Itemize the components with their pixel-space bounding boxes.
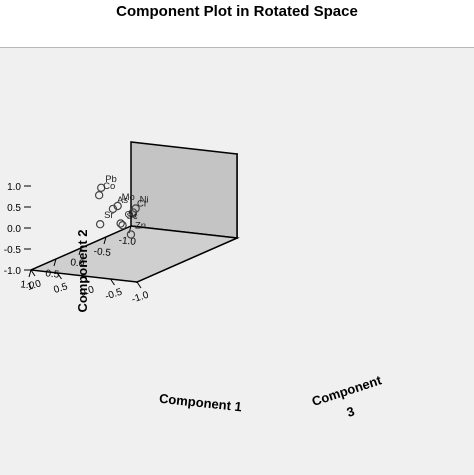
y-axis-label: Component 2 bbox=[75, 229, 90, 312]
x-axis-label: Component 1 bbox=[158, 391, 242, 415]
data-point bbox=[118, 220, 127, 230]
point-label: Sr bbox=[104, 210, 114, 221]
x-tick-mark bbox=[128, 225, 132, 234]
point-label: Cu bbox=[125, 210, 137, 221]
point-label: Cr bbox=[137, 198, 147, 209]
x-tick-mark bbox=[53, 258, 57, 267]
point-label: Sc bbox=[127, 211, 138, 222]
x-tick-mark bbox=[78, 247, 82, 256]
data-point bbox=[95, 219, 105, 229]
x-tick-label: -0.5 bbox=[93, 246, 112, 259]
z-axis-label-number: 3 bbox=[345, 403, 357, 420]
data-point bbox=[113, 201, 122, 211]
point-label: As bbox=[117, 195, 128, 206]
back-wall bbox=[130, 141, 238, 239]
point-label: Mo bbox=[122, 192, 135, 203]
data-point bbox=[94, 190, 104, 200]
point-label: Ni bbox=[140, 195, 149, 206]
x-tick-label: 1.0 bbox=[20, 279, 35, 291]
y-tick-label: 0.5 bbox=[7, 203, 21, 214]
data-point bbox=[96, 183, 106, 192]
z-tick-label: -1.0 bbox=[130, 290, 150, 306]
z-tick-mark bbox=[57, 272, 62, 280]
y-tick-label: 1.0 bbox=[7, 182, 21, 193]
z-tick-mark bbox=[110, 278, 115, 286]
y-tick-label: -0.5 bbox=[4, 245, 22, 256]
z-tick-label: 0.5 bbox=[52, 281, 69, 296]
x-tick-label: 0.0 bbox=[70, 257, 85, 269]
z-tick-label: 1.0 bbox=[26, 278, 43, 293]
plot-panel: 1.0 0.5 0.0 -0.5 -1.0 -1.0 -0.5 0.0 0.5 1.0 1.0 0.5… bbox=[0, 47, 474, 475]
y-tick-label: 0.0 bbox=[7, 224, 21, 235]
scatter-3d-chart: 1.00.50.0-0.5-1.0-1.0-0.50.00.51.01.0 0.5… bbox=[4, 141, 384, 420]
plot-box bbox=[28, 141, 240, 284]
z-tick-mark bbox=[83, 275, 89, 283]
z-tick-mark bbox=[30, 269, 36, 277]
axis-ticks: 1.00.50.0-0.5-1.0-1.0-0.50.00.51.01.0 0.5… bbox=[4, 182, 151, 306]
data-point bbox=[116, 219, 125, 228]
point-label: Co bbox=[103, 181, 115, 192]
data-point bbox=[128, 208, 138, 217]
x-tick-mark bbox=[28, 269, 32, 278]
y-tick-label: -1.0 bbox=[4, 266, 22, 277]
point-label: Zn bbox=[135, 221, 146, 232]
z-tick-mark bbox=[136, 281, 142, 289]
x-tick-mark bbox=[103, 236, 107, 245]
z-axis-label: Component bbox=[310, 372, 384, 409]
chart-title: Component Plot in Rotated Space bbox=[116, 3, 358, 20]
z-tick-label: 0.0 bbox=[79, 284, 96, 299]
point-label: Pb bbox=[105, 174, 117, 185]
x-tick-label: 0.5 bbox=[45, 268, 60, 280]
z-tick-label: -0.5 bbox=[104, 287, 124, 303]
data-point bbox=[126, 230, 136, 239]
